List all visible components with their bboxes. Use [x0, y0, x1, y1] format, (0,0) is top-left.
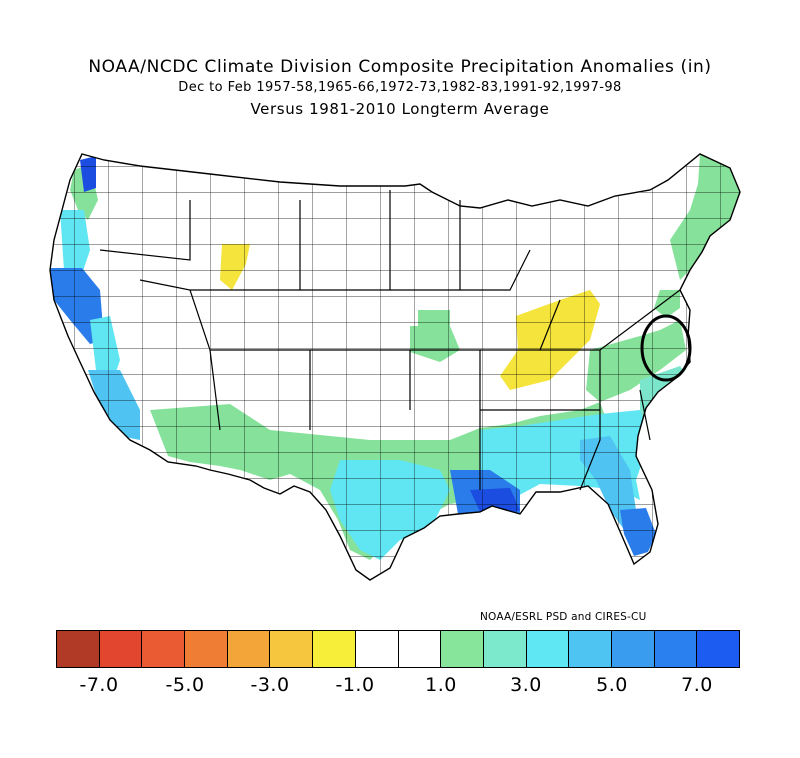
colorbar-cell-6 [313, 631, 356, 667]
map-subtitle-period: Dec to Feb 1957-58,1965-66,1972-73,1982-… [178, 80, 622, 95]
colorbar-cell-8 [398, 631, 442, 667]
colorbar-cell-3 [185, 631, 228, 667]
color-scale-bar [56, 630, 740, 668]
map-title-block: NOAA/NCDC Climate Division Composite Pre… [0, 55, 800, 121]
annotation-circle [640, 314, 692, 382]
climate-division-grid [50, 154, 740, 580]
colorbar-cell-13 [611, 631, 655, 667]
tick-label: -7.0 [79, 674, 119, 696]
colorbar-cell-1 [99, 631, 143, 667]
map-title: NOAA/NCDC Climate Division Composite Pre… [88, 57, 712, 77]
colorbar-cell-10 [483, 631, 527, 667]
tick-label: -1.0 [335, 674, 375, 696]
tick-label: 5.0 [596, 674, 628, 696]
anomaly-regions [50, 154, 740, 580]
us-precipitation-anomaly-map [49, 153, 741, 581]
colorbar-cell-4 [227, 631, 271, 667]
colorbar-cell-5 [270, 631, 314, 667]
colorbar-cell-14 [654, 631, 698, 667]
colorbar-cell-11 [526, 631, 570, 667]
state-borders [99, 190, 681, 491]
colorbar-cell-9 [441, 631, 484, 667]
tick-label: 7.0 [681, 674, 713, 696]
tick-label: -3.0 [250, 674, 290, 696]
tick-label: 3.0 [510, 674, 542, 696]
us-outline [49, 153, 741, 581]
colorbar-cell-2 [142, 631, 186, 667]
tick-label: 1.0 [425, 674, 457, 696]
map-subtitle-baseline: Versus 1981-2010 Longterm Average [250, 100, 550, 118]
colorbar-cell-7 [355, 631, 399, 667]
colorbar-cell-15 [697, 631, 739, 667]
colorbar-cell-12 [569, 631, 612, 667]
colorbar-cell-0 [57, 631, 100, 667]
source-credit: NOAA/ESRL PSD and CIRES-CU [480, 611, 647, 623]
tick-label: -5.0 [165, 674, 205, 696]
